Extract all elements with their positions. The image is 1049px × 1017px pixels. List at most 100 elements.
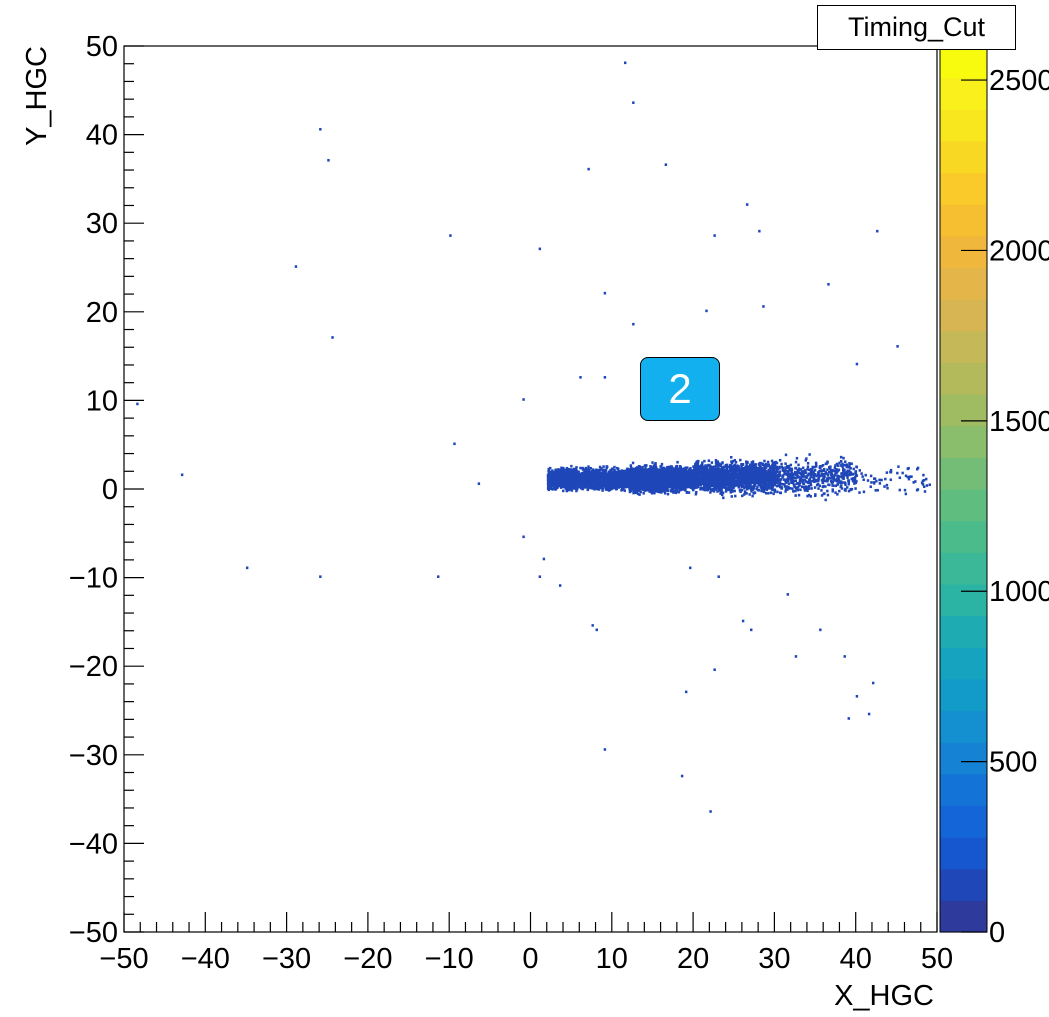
histogram-cell (620, 478, 623, 481)
histogram-cell (597, 481, 601, 485)
histogram-cell (613, 478, 616, 482)
histogram-cell (604, 475, 608, 478)
histogram-cell (578, 481, 582, 484)
histogram-cell (595, 487, 598, 490)
histogram-cell (551, 478, 554, 481)
histogram-cell (603, 481, 607, 484)
histogram-cell (644, 487, 647, 490)
histogram-cell (668, 476, 672, 480)
histogram-cell (686, 466, 689, 470)
histogram-cell (611, 474, 614, 478)
histogram-cell (629, 466, 633, 469)
histogram-cell (595, 480, 598, 483)
histogram-cell (600, 467, 603, 470)
histogram-cell (557, 480, 561, 484)
histogram-cell (591, 486, 594, 490)
histogram-cell (625, 480, 629, 484)
histogram-cell (675, 487, 678, 490)
histogram-cell (570, 468, 574, 472)
histogram-cell (662, 485, 666, 489)
histogram-cell (593, 484, 596, 487)
histogram-cell (565, 487, 568, 491)
histogram-cell (684, 488, 687, 492)
histogram-cell (635, 466, 639, 469)
histogram-cell (569, 485, 573, 489)
histogram-cell (621, 480, 624, 484)
histogram-cell (573, 472, 576, 476)
histogram-cell (573, 481, 576, 485)
histogram-cell (589, 466, 593, 470)
histogram-cell (652, 481, 655, 485)
histogram-cell (659, 465, 663, 468)
histogram-cell (551, 469, 554, 473)
histogram-cell (666, 489, 670, 492)
histogram-cell (686, 473, 689, 477)
histogram-cell (617, 483, 620, 487)
histogram-cell (682, 469, 685, 472)
histogram-cell (674, 476, 677, 479)
histogram-cell (569, 470, 573, 473)
histogram-cell (635, 490, 639, 494)
histogram-cell (581, 468, 585, 471)
histogram-cell (577, 475, 581, 479)
histogram-cell (560, 474, 564, 478)
histogram-cell (585, 482, 589, 486)
histogram-cell (555, 470, 558, 474)
histogram-cell (549, 478, 552, 482)
histogram-cell (617, 481, 620, 484)
histogram-cell (677, 467, 681, 471)
histogram-cell (548, 473, 552, 476)
histogram-cell (600, 483, 603, 487)
histogram-cell (645, 484, 648, 488)
histogram-cell (599, 477, 602, 481)
histogram-cell (604, 486, 607, 489)
histogram-cell (572, 469, 576, 473)
histogram-cell (647, 467, 651, 471)
histogram-cell (571, 480, 575, 483)
histogram-cell (571, 485, 575, 489)
histogram-cell (630, 488, 634, 491)
histogram-cell (650, 491, 654, 495)
histogram-cell (547, 479, 551, 482)
histogram-cell (549, 485, 553, 489)
histogram-cell (582, 483, 586, 486)
histogram-cell (675, 476, 679, 480)
histogram-cell (590, 479, 593, 483)
histogram-cell (579, 484, 582, 487)
histogram-cell (602, 483, 605, 487)
histogram-cell (601, 489, 604, 492)
histogram-cell (614, 473, 617, 477)
histogram-cell (649, 465, 652, 468)
histogram-cell (620, 488, 623, 492)
histogram-cell (601, 474, 604, 478)
histogram-cell (589, 471, 592, 475)
histogram-cell (594, 474, 597, 477)
histogram-cell (613, 465, 616, 469)
histogram-cell (655, 481, 658, 485)
histogram-cell (589, 475, 592, 479)
histogram-cell (645, 488, 649, 492)
histogram-cell (628, 490, 632, 494)
histogram-cell (608, 486, 612, 489)
histogram-cell (638, 469, 642, 472)
histogram-cell (590, 484, 594, 487)
histogram-cell (661, 466, 664, 470)
histogram-cell (637, 479, 641, 483)
histogram-cell (636, 484, 639, 487)
histogram-cell (608, 480, 612, 483)
histogram-cell (592, 481, 595, 484)
histogram-cell (592, 472, 595, 476)
histogram-cell (671, 483, 675, 487)
histogram-cell (604, 469, 608, 472)
histogram-cell (571, 482, 575, 485)
histogram-cell (656, 489, 660, 493)
histogram-cell (572, 477, 576, 481)
histogram-cell (625, 469, 629, 473)
histogram-cell (670, 490, 673, 493)
histogram-cell (690, 471, 693, 474)
histogram-cell (568, 468, 571, 471)
histogram-cell (614, 477, 617, 480)
histogram-cell (575, 487, 579, 491)
histogram-cell (571, 471, 574, 475)
histogram-cell (598, 465, 602, 469)
